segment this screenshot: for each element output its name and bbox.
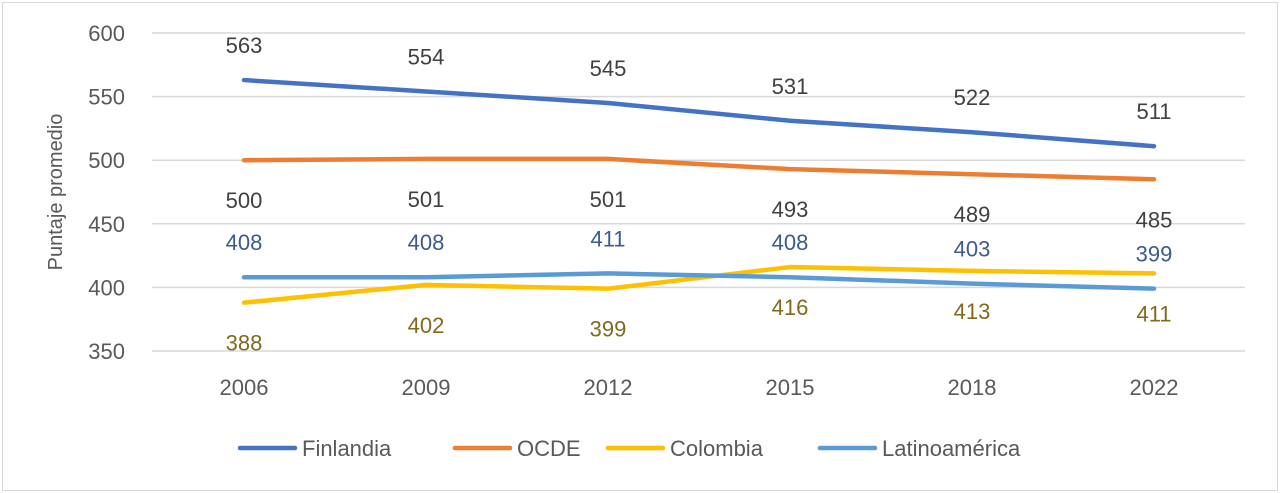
y-tick-label: 400 bbox=[88, 275, 125, 300]
y-axis-label: Puntaje promedio bbox=[45, 114, 67, 271]
data-label: 489 bbox=[954, 202, 991, 227]
y-tick-label: 450 bbox=[88, 212, 125, 237]
data-label: 563 bbox=[226, 33, 263, 58]
data-label: 511 bbox=[1136, 99, 1171, 124]
data-label: 411 bbox=[590, 226, 625, 251]
data-label: 403 bbox=[954, 237, 991, 262]
y-tick-label: 350 bbox=[88, 339, 125, 364]
data-label: 411 bbox=[1136, 301, 1171, 326]
x-tick-label: 2006 bbox=[220, 375, 269, 400]
y-tick-label: 550 bbox=[88, 85, 125, 110]
data-label: 399 bbox=[590, 317, 627, 342]
x-tick-label: 2018 bbox=[948, 375, 997, 400]
series-line-finlandia bbox=[241, 77, 1157, 149]
x-tick-label: 2009 bbox=[402, 375, 451, 400]
data-label: 501 bbox=[590, 187, 627, 212]
data-label: 408 bbox=[226, 230, 263, 255]
data-label: 388 bbox=[226, 331, 263, 356]
x-tick-label: 2022 bbox=[1130, 375, 1179, 400]
data-label: 408 bbox=[408, 230, 445, 255]
data-label: 399 bbox=[1136, 242, 1173, 267]
series-line-ocde bbox=[241, 156, 1157, 182]
data-label: 522 bbox=[954, 85, 991, 110]
data-label: 545 bbox=[590, 56, 627, 81]
data-label: 501 bbox=[408, 187, 445, 212]
legend-label: OCDE bbox=[517, 436, 581, 461]
x-tick-label: 2012 bbox=[584, 375, 633, 400]
data-label: 408 bbox=[772, 230, 809, 255]
x-tick-label: 2015 bbox=[766, 375, 815, 400]
data-label: 402 bbox=[408, 313, 445, 338]
data-label: 416 bbox=[772, 295, 809, 320]
data-label: 500 bbox=[226, 188, 263, 213]
data-label: 413 bbox=[954, 299, 991, 324]
legend-label: Latinoamérica bbox=[882, 436, 1021, 461]
legend-label: Colombia bbox=[670, 436, 764, 461]
data-label: 485 bbox=[1136, 207, 1173, 232]
data-label: 554 bbox=[408, 45, 445, 70]
legend-label: Finlandia bbox=[302, 436, 392, 461]
series-line-latinoamérica bbox=[241, 271, 1157, 291]
y-tick-label: 600 bbox=[88, 21, 125, 46]
data-label: 531 bbox=[772, 74, 809, 99]
y-tick-label: 500 bbox=[88, 148, 125, 173]
series-line-colombia bbox=[241, 264, 1157, 305]
data-label: 493 bbox=[772, 197, 809, 222]
